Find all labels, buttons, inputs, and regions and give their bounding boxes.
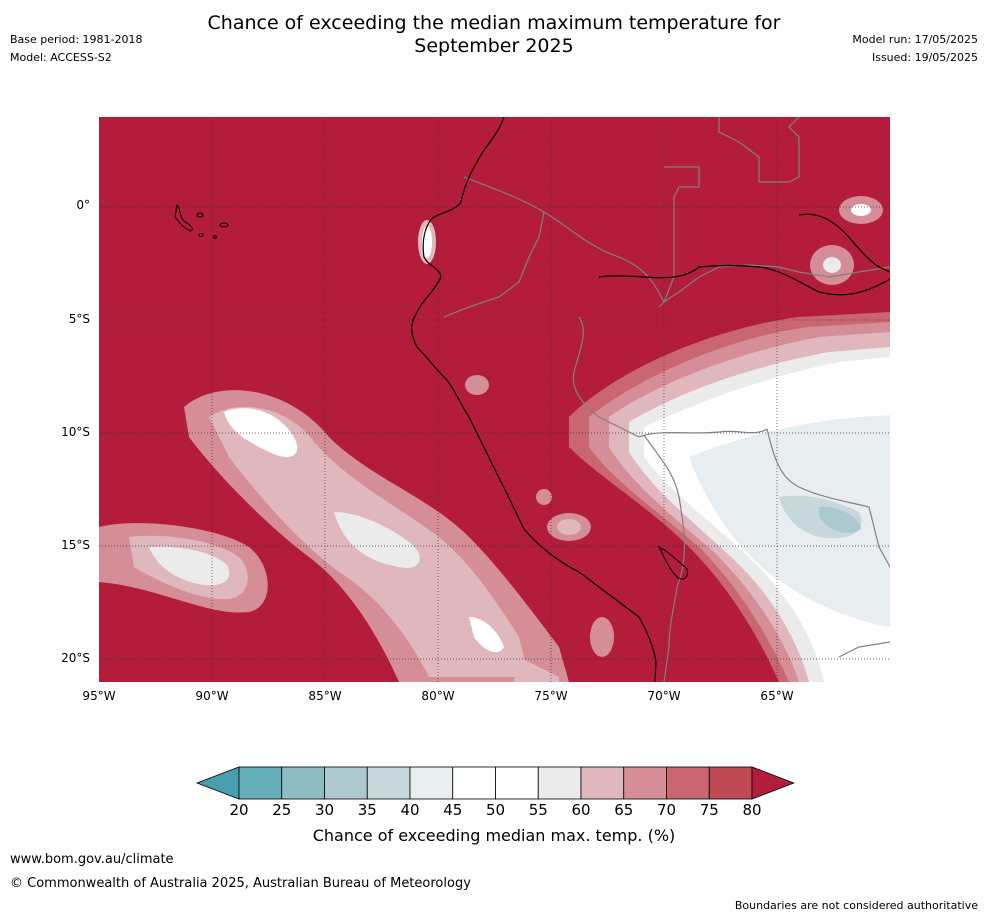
- colorbar-tick-label: 80: [742, 801, 762, 819]
- colorbar-label: Chance of exceeding median max. temp. (%…: [312, 826, 676, 845]
- issued-date: Issued: 19/05/2025: [871, 51, 978, 64]
- lake-titicaca: [657, 545, 688, 580]
- colorbar-segment: [623, 766, 667, 800]
- lon-label-75w: 75°W: [534, 689, 568, 703]
- colorbar-tick-label: 75: [699, 801, 719, 819]
- lon-label-90w: 90°W: [195, 689, 229, 703]
- local-anomalies: [418, 196, 883, 657]
- continental-anomaly: [569, 312, 890, 682]
- colorbar-arrow-high: [751, 766, 795, 800]
- lat-label-15s: 15°S: [61, 538, 90, 552]
- graticule: [99, 117, 890, 682]
- lon-label-95w: 95°W: [82, 689, 116, 703]
- colorbar-segment: [238, 766, 283, 800]
- colorbar-segment: [580, 766, 625, 800]
- colorbar-segment: [708, 766, 753, 800]
- colorbar-arrow-low: [195, 766, 240, 800]
- lon-label-85w: 85°W: [308, 689, 342, 703]
- model-run: Model run: 17/05/2025: [852, 33, 978, 46]
- model-name: Model: ACCESS-S2: [10, 51, 112, 64]
- galapagos-islands: [174, 203, 229, 239]
- colorbar-tick-label: 60: [571, 801, 591, 819]
- lat-label-10s: 10°S: [61, 425, 90, 439]
- colorbar: [195, 766, 795, 800]
- chart-title: Chance of exceeding the median maximum t…: [0, 12, 988, 58]
- meta-left: Base period: 1981-2018 Model: ACCESS-S2: [10, 31, 142, 67]
- forecast-map: [99, 117, 890, 682]
- colorbar-segment: [281, 766, 325, 800]
- pacific-anomaly-band: [184, 390, 569, 682]
- colorbar-tick-label: 30: [314, 801, 335, 819]
- website-link[interactable]: www.bom.gov.au/climate: [10, 852, 174, 867]
- pacific-anomaly-west: [99, 523, 268, 613]
- title-line-1: Chance of exceeding the median maximum t…: [207, 12, 781, 34]
- meta-right: Model run: 17/05/2025 Issued: 19/05/2025: [852, 31, 978, 67]
- colorbar-segment: [666, 766, 710, 800]
- colorbar-segment: [495, 766, 539, 800]
- colorbar-tick-label: 35: [357, 801, 377, 819]
- colorbar-tick-label: 25: [272, 801, 292, 819]
- colorbar-segment: [537, 766, 582, 800]
- colorbar-segment: [452, 766, 496, 800]
- colorbar-tick-label: 65: [614, 801, 634, 819]
- disclaimer-text: Boundaries are not considered authoritat…: [734, 899, 978, 912]
- colorbar-segment: [366, 766, 411, 800]
- colorbar-tick-label: 20: [229, 801, 249, 819]
- lon-label-65w: 65°W: [760, 689, 794, 703]
- colorbar-segment: [409, 766, 454, 800]
- title-line-2: September 2025: [414, 35, 574, 57]
- coastline: [411, 117, 890, 682]
- base-period: Base period: 1981-2018: [10, 33, 143, 46]
- lat-label-20s: 20°S: [61, 651, 90, 665]
- map-svg: [99, 117, 890, 682]
- lat-label-0: 0°: [76, 198, 90, 212]
- colorbar-tick-label: 45: [443, 801, 463, 819]
- country-borders: [443, 117, 890, 682]
- colorbar-tick-label: 40: [400, 801, 420, 819]
- colorbar-tick-label: 70: [656, 801, 677, 819]
- colorbar-tick-label: 50: [485, 801, 506, 819]
- copyright-text: © Commonwealth of Australia 2025, Austra…: [10, 876, 471, 891]
- lon-label-70w: 70°W: [647, 689, 681, 703]
- colorbar-segment: [324, 766, 368, 800]
- lat-label-5s: 5°S: [68, 312, 90, 326]
- lon-label-80w: 80°W: [421, 689, 455, 703]
- colorbar-tick-label: 55: [528, 801, 548, 819]
